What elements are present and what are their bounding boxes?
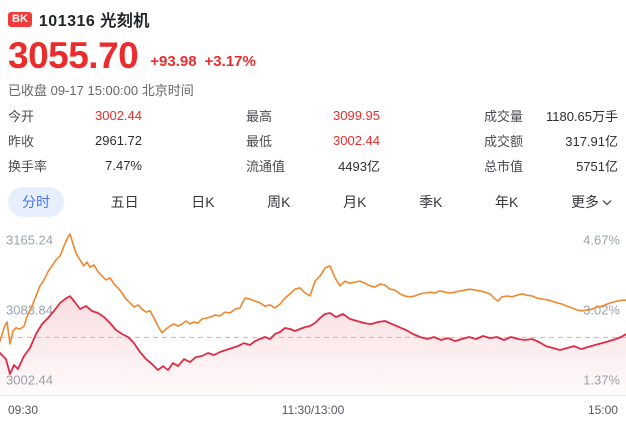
tab-more-label: 更多: [570, 194, 599, 210]
stat-row-high: 最高 3099.95: [246, 103, 380, 128]
price-row: 3055.70 +93.98 +3.17%: [8, 33, 618, 76]
market-status: 已收盘 09-17 15:00:00 北京时间: [8, 83, 194, 98]
right-axis-tick: 3.02%: [583, 303, 620, 318]
index-price-line: [0, 295, 626, 375]
stat-row-prev-close: 昨收 2961.72: [8, 128, 142, 153]
right-axis-tick: 4.67%: [583, 233, 620, 248]
stat-label: 总市值: [484, 159, 524, 174]
tab-more[interactable]: 更多: [565, 187, 618, 217]
stat-value: 3002.44: [95, 108, 142, 123]
left-axis-tick: 3165.24: [6, 233, 53, 248]
time-axis-label-open: 09:30: [8, 403, 39, 417]
current-price: 3055.70: [8, 34, 139, 76]
stat-value: 317.91亿: [565, 134, 618, 149]
stat-label: 流通值: [246, 159, 286, 174]
period-tab-bar: 分时 五日 日K 周K 月K 季K 年K 更多: [0, 178, 626, 226]
stat-value: 2961.72: [95, 133, 142, 148]
stat-value: 1180.65万手: [545, 109, 618, 124]
page-title: 101316 光刻机: [38, 13, 150, 30]
index-area-fill: [0, 296, 626, 396]
tab-weekly-k[interactable]: 周K: [267, 194, 291, 210]
tab-monthly-k[interactable]: 月K: [343, 194, 367, 210]
title-row: BK 101316 光刻机: [8, 8, 618, 30]
stat-label: 最低: [246, 134, 273, 149]
sector-badge: BK: [8, 11, 32, 27]
stat-value: 3002.44: [333, 133, 380, 148]
stat-row-amount: 成交额 317.91亿: [484, 128, 618, 153]
stat-label: 成交额: [484, 134, 524, 149]
tab-five-day[interactable]: 五日: [110, 194, 139, 210]
stat-row-open: 今开 3002.44: [8, 103, 142, 128]
stat-row-market-cap: 总市值 5751亿: [484, 153, 618, 178]
quote-header: BK 101316 光刻机 3055.70 +93.98 +3.17% 已收盘 …: [0, 0, 626, 98]
stat-label: 昨收: [8, 134, 35, 149]
overlay-percent-line: [0, 233, 626, 345]
time-axis: 09:30 11:30/13:00 15:00: [0, 396, 626, 417]
time-axis-label-noon: 11:30/13:00: [281, 403, 345, 417]
tab-yearly-k[interactable]: 年K: [495, 194, 519, 210]
price-change: +93.98: [150, 53, 197, 70]
stats-column-1: 今开 3002.44 昨收 2961.72 换手率 7.47%: [8, 103, 142, 178]
stat-value: 5751亿: [576, 159, 618, 174]
tab-daily-k[interactable]: 日K: [191, 194, 215, 210]
time-axis-label-close: 15:00: [587, 403, 618, 417]
stat-label: 今开: [8, 109, 35, 124]
stat-value: 7.47%: [105, 158, 142, 173]
stat-row-float-value: 流通值 4493亿: [246, 153, 380, 178]
stat-label: 换手率: [8, 159, 48, 174]
stat-row-volume: 成交量 1180.65万手: [484, 103, 618, 128]
stat-label: 成交量: [484, 109, 524, 124]
stats-column-3: 成交量 1180.65万手 成交额 317.91亿 总市值 5751亿: [484, 103, 618, 178]
stat-value: 4493亿: [338, 159, 380, 174]
stat-value: 3099.95: [333, 108, 380, 123]
stat-label: 最高: [246, 109, 273, 124]
tab-minute[interactable]: 分时: [8, 187, 64, 217]
stats-column-2: 最高 3099.95 最低 3002.44 流通值 4493亿: [246, 103, 380, 178]
stats-grid: 今开 3002.44 昨收 2961.72 换手率 7.47% 最高 3099.…: [0, 98, 626, 178]
stat-row-low: 最低 3002.44: [246, 128, 380, 153]
price-change-percent: +3.17%: [204, 53, 256, 70]
stat-row-turnover-rate: 换手率 7.47%: [8, 153, 142, 178]
tab-quarterly-k[interactable]: 季K: [419, 194, 443, 210]
chevron-down-icon: [602, 199, 612, 205]
